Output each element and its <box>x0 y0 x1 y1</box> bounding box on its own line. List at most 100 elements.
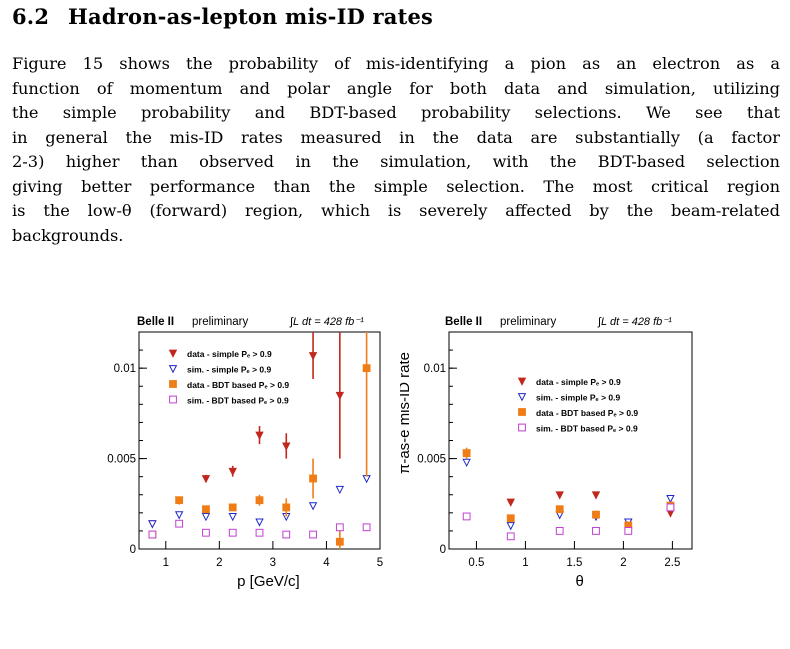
x-tick-label: 4 <box>323 557 330 569</box>
data-point-marker <box>168 365 178 374</box>
x-tick-label: 1 <box>522 557 528 569</box>
x-tick-label: 0.5 <box>468 557 484 569</box>
legend-label: sim. - BDT based Pₑ > 0.9 <box>187 396 289 406</box>
legend-entry: sim. - BDT based Pₑ > 0.9 <box>518 423 638 434</box>
data-point-marker <box>335 485 345 495</box>
data-point-marker <box>228 528 237 537</box>
y-tick-label: 0.01 <box>424 363 446 375</box>
data-point-marker <box>168 349 178 358</box>
data-point-marker <box>201 513 211 522</box>
x-tick-label: 1 <box>163 557 169 569</box>
data-point-marker <box>255 496 264 505</box>
y-tick-label: 0.005 <box>417 454 446 466</box>
body-paragraph: Figure 15 shows the probability of mis-i… <box>12 52 780 248</box>
data-point-marker <box>362 364 371 373</box>
legend-entry: data - simple Pₑ > 0.9 <box>168 349 272 359</box>
legend-label: sim. - BDT based Pₑ > 0.9 <box>536 424 638 434</box>
data-point-marker <box>308 352 318 361</box>
data-point-marker <box>228 467 237 477</box>
y-axis-label: π-as-e mis-ID rate <box>100 352 103 474</box>
data-point-marker <box>148 520 157 529</box>
experiment-label: Belle II <box>137 316 174 328</box>
y-tick-label: 0 <box>440 544 446 556</box>
data-series <box>462 447 675 530</box>
data-point-marker <box>309 474 317 483</box>
x-axis-label: θ <box>575 573 583 590</box>
paragraph-line: giving better performance than the simpl… <box>12 176 780 196</box>
luminosity-label: ∫L dt = 428 fb⁻¹ <box>289 316 364 328</box>
data-point-marker <box>282 442 291 451</box>
experiment-label: Belle II <box>445 316 482 328</box>
legend-entry: sim. - BDT based Pₑ > 0.9 <box>169 395 289 406</box>
paragraph-line: Figure 15 shows the probability of mis-i… <box>12 54 780 73</box>
data-series <box>462 449 675 527</box>
y-tick-label: 0 <box>130 544 136 556</box>
x-tick-label: 2.5 <box>664 557 680 569</box>
data-point-marker <box>666 503 675 512</box>
paragraph-line: the simple probability and BDT-based pro… <box>12 103 780 122</box>
data-point-marker <box>201 475 211 484</box>
data-point-marker <box>666 494 675 504</box>
plot-frame <box>448 331 693 550</box>
data-point-marker <box>591 491 601 500</box>
x-tick-label: 1.5 <box>566 557 582 569</box>
data-point-marker <box>282 530 291 539</box>
data-point-marker <box>506 498 515 507</box>
data-point-marker <box>255 528 264 537</box>
legend-label: data - BDT based Pₑ > 0.9 <box>187 380 289 390</box>
data-point-marker <box>282 503 291 512</box>
data-point-marker <box>335 537 344 546</box>
paragraph-line: is the low-θ (forward) region, which is … <box>12 201 780 220</box>
section-heading: 6.2 Hadron-as-lepton mis-ID rates <box>12 4 433 29</box>
legend-label: sim. - simple Pₑ > 0.9 <box>536 393 620 403</box>
momentum-misid-plot: Belle II preliminary ∫L dt = 428 fb⁻¹ 0 0.00… <box>100 316 383 590</box>
paragraph-line: backgrounds. <box>12 225 124 245</box>
data-point-marker <box>518 423 526 432</box>
data-point-marker <box>462 458 471 468</box>
data-point-marker <box>517 377 527 386</box>
data-series <box>148 475 371 529</box>
data-point-marker <box>174 511 184 520</box>
data-series <box>462 458 675 531</box>
data-point-marker <box>592 527 600 535</box>
x-tick-label: 2 <box>216 557 222 569</box>
section-number: 6.2 <box>12 4 50 29</box>
legend-label: data - simple Pₑ > 0.9 <box>536 377 621 387</box>
data-point-marker <box>555 491 564 500</box>
data-point-marker <box>506 522 515 531</box>
data-point-marker <box>175 496 184 505</box>
data-point-marker <box>255 431 264 440</box>
data-point-marker <box>517 393 527 402</box>
y-axis-label: π-as-e mis-ID rate <box>400 352 413 474</box>
data-point-marker <box>228 503 237 512</box>
data-point-marker <box>335 523 344 532</box>
preliminary-label: preliminary <box>192 316 248 328</box>
data-point-marker <box>228 513 237 522</box>
legend-entry: sim. - simple Pₑ > 0.9 <box>168 365 271 375</box>
data-point-marker <box>202 505 210 514</box>
x-tick-label: 3 <box>270 557 276 569</box>
data-point-marker <box>202 528 210 537</box>
data-point-marker <box>169 380 177 388</box>
data-point-marker <box>462 512 471 521</box>
data-point-marker <box>362 523 371 532</box>
data-series <box>148 519 371 539</box>
legend-label: data - BDT based Pₑ > 0.9 <box>536 408 638 418</box>
data-point-marker <box>169 395 177 404</box>
paragraph-line: in general the mis-ID rates measured in … <box>12 127 780 147</box>
data-series <box>462 503 675 541</box>
data-point-marker <box>592 510 600 519</box>
legend-entry: data - BDT based Pₑ > 0.9 <box>169 380 289 390</box>
y-tick-label: 0.01 <box>114 363 136 375</box>
x-tick-label: 2 <box>620 557 626 569</box>
section-title: Hadron-as-lepton mis-ID rates <box>68 4 434 29</box>
x-axis-label: p [GeV/c] <box>237 573 300 590</box>
y-tick-label: 0.005 <box>107 454 136 466</box>
data-point-marker <box>309 530 317 539</box>
data-point-marker <box>148 530 157 539</box>
legend-entry: sim. - simple Pₑ > 0.9 <box>517 393 620 403</box>
data-point-marker <box>175 519 184 528</box>
paragraph-line: 2-3) higher than observed in the simulat… <box>12 152 780 171</box>
data-point-marker <box>335 391 345 401</box>
data-point-marker <box>506 514 515 523</box>
